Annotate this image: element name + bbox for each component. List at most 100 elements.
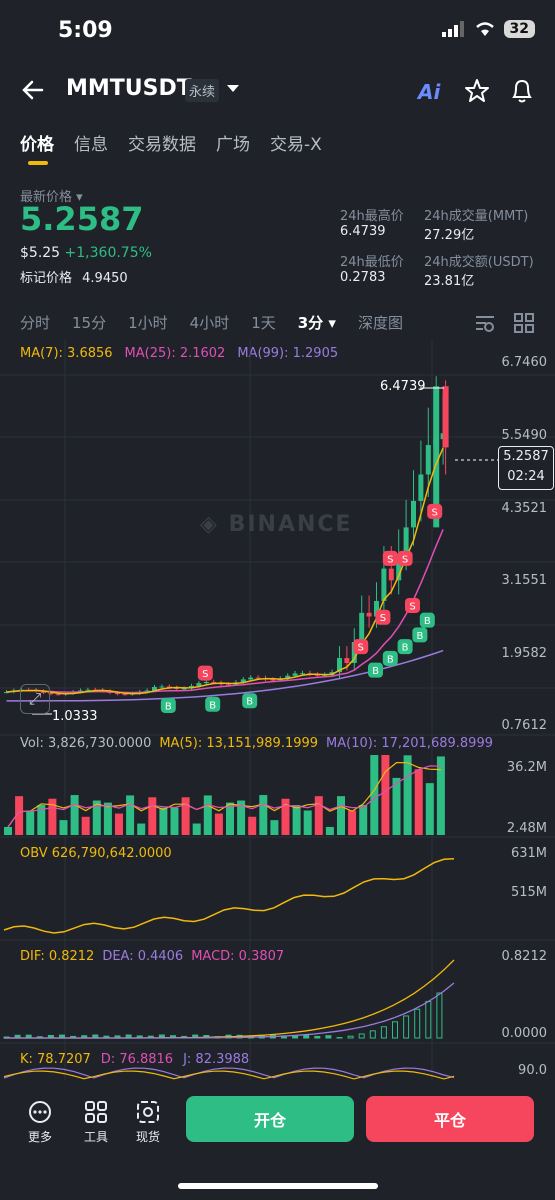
tf-15m[interactable]: 15分 [72,314,107,332]
signal-icon [441,21,464,37]
kdj-legend: K: 78.7207 D: 76.8816 J: 82.3988 [20,1052,249,1067]
macd-histogram-bar [425,1001,432,1039]
macd-histogram-bar [325,1035,332,1039]
wifi-icon [475,22,494,36]
volume-value: Vol: 3,826,730.0000 [20,736,152,751]
candle [240,679,246,683]
tab-price[interactable]: 价格 [20,135,54,155]
symbol-title[interactable]: MMTUSDT [66,76,192,101]
macd-dea: DEA: 0.4406 [102,949,184,964]
candle [85,689,91,691]
macd-dif: DIF: 0.8212 [20,949,95,964]
current-price-line [455,459,500,461]
chart-settings-icon[interactable] [474,313,496,333]
svg-text:B: B [424,616,431,627]
chevron-down-icon[interactable] [226,84,240,94]
macd-histogram-bar [358,1033,365,1039]
volume-bar [226,802,234,835]
candle [403,527,409,554]
layout-grid-icon[interactable] [514,313,534,333]
volume-bar [81,816,90,835]
ma-legend: MA(7): 3.6856 MA(25): 2.1602 MA(99): 1.2… [20,346,338,361]
obv-axis-top: 631M [510,846,547,861]
tf-depth[interactable]: 深度图 [357,314,403,332]
back-arrow-icon[interactable] [20,78,46,102]
svg-text:B: B [372,666,379,677]
macd-value: MACD: 0.3807 [191,949,285,964]
svg-text:S: S [202,669,208,680]
svg-text:S: S [409,601,415,612]
svg-text:B: B [402,643,409,654]
tools-button[interactable]: 工具 [84,1100,108,1145]
buy-marker: B [412,627,428,643]
svg-text:S: S [402,554,408,565]
volume-bar [192,823,201,835]
usd-price: $5.25 [20,245,61,261]
more-label: 更多 [28,1130,53,1144]
spot-button[interactable]: 现货 [136,1100,160,1145]
more-icon [29,1101,51,1123]
bell-icon[interactable] [509,77,535,105]
turnover-24h-label: 24h成交额(USDT) [424,255,534,270]
status-icons: 32 [441,20,535,38]
candle [181,688,187,690]
sell-marker: S [397,550,413,566]
candle [285,675,291,679]
svg-text:B: B [209,700,216,711]
expand-chart-icon[interactable]: ⤢ [20,684,50,714]
tf-line[interactable]: 分时 [20,314,51,332]
obv-axis-bottom: 515M [510,885,547,900]
high-value: 6.4739 [340,224,386,239]
volume-bar [359,804,368,835]
candle [300,673,305,675]
volume-bar [392,777,401,835]
binance-watermark: ◈ BINANCE [200,512,353,537]
candle [411,500,416,528]
tf-4h[interactable]: 4小时 [189,314,230,332]
tab-info[interactable]: 信息 [74,135,108,155]
open-position-button[interactable]: 开仓 [186,1096,354,1142]
macd-axis-top: 0.8212 [501,949,548,964]
buy-marker: B [397,639,413,655]
macd-histogram-bar [403,1015,410,1039]
macd-histogram-bar [436,992,443,1039]
tf-3m[interactable]: 3分 ▾ [297,314,336,332]
tf-1h[interactable]: 1小时 [128,314,168,332]
volume-bar [170,807,179,835]
change-percent: +1,360.75% [64,245,152,261]
volume-bar [348,810,357,835]
price-axis-1: 6.7460 [501,355,548,370]
more-button[interactable]: 更多 [28,1100,52,1145]
mark-price-row: 标记价格 4.9450 [20,267,128,286]
ai-button[interactable]: Ai [418,80,441,104]
sell-marker: S [353,639,369,655]
volume-bar [126,795,135,835]
candle [314,674,320,676]
tf-1d[interactable]: 1天 [251,314,276,332]
candle [152,686,157,691]
star-icon[interactable] [464,78,490,104]
tab-square[interactable]: 广场 [216,135,250,155]
candle [381,568,387,601]
last-price-label[interactable]: 最新价格 ▾ [20,190,83,205]
turnover-24h-value: 23.81亿 [424,274,475,289]
candle [366,612,372,617]
volume-axis-bottom: 2.48M [506,821,547,836]
volume-bar [70,795,79,835]
candle [41,691,46,693]
volume-bar [414,769,423,835]
kdj-j: J: 82.3988 [183,1052,250,1067]
close-position-button[interactable]: 平仓 [366,1096,534,1142]
price-axis-5: 1.9582 [501,646,548,661]
buy-marker: B [242,693,258,709]
volume-bar [4,827,12,835]
volume-bar [115,813,123,835]
sell-marker: S [405,597,420,613]
candle [203,681,209,684]
svg-text:B: B [416,631,423,642]
current-price-tag[interactable]: 5.2587 02:24 [498,446,554,490]
high-label: 24h最高价 [340,209,404,224]
tab-trading-data[interactable]: 交易数据 [128,135,196,155]
tab-trade-x[interactable]: 交易-X [270,135,322,155]
